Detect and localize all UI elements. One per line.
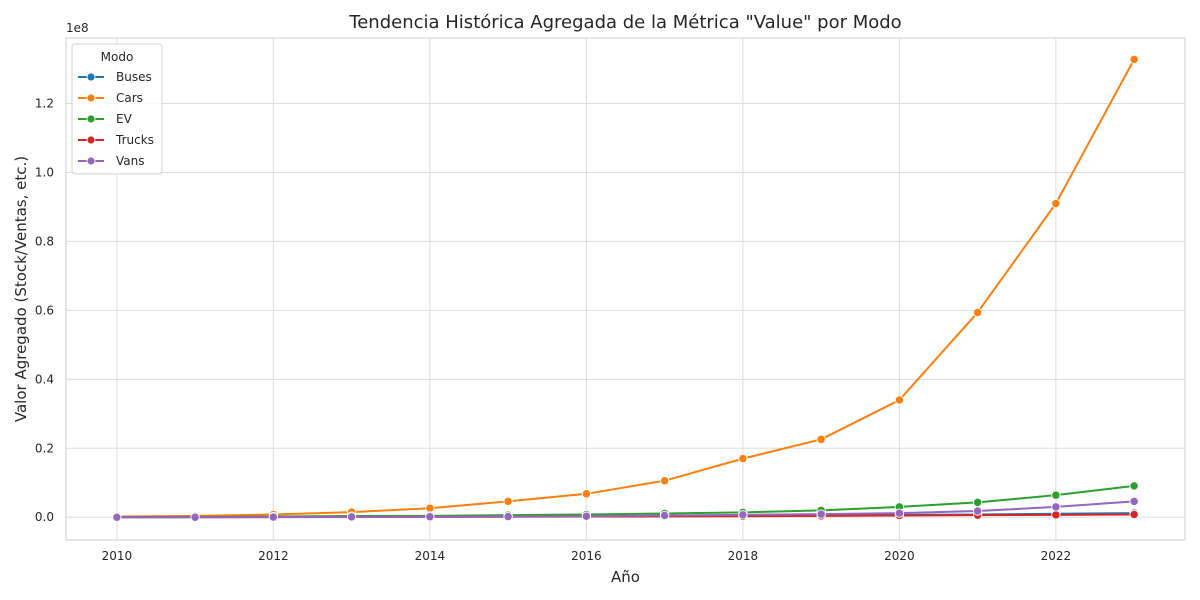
y-tick-label: 1.2 <box>35 97 54 111</box>
data-point-ev <box>1129 481 1139 491</box>
y-tick-label: 0.8 <box>35 234 54 248</box>
data-point-vans <box>1051 502 1061 512</box>
legend-item-trucks: Trucks <box>78 133 154 147</box>
y-axis-title: Valor Agregado (Stock/Ventas, etc.) <box>12 156 30 422</box>
x-tick-label: 2012 <box>258 549 289 563</box>
legend-marker <box>86 72 96 82</box>
legend-title: Modo <box>101 50 134 64</box>
data-point-cars <box>816 434 826 444</box>
data-point-vans <box>659 510 670 521</box>
legend-item-vans: Vans <box>78 154 145 168</box>
y-axis-ticks: 0.0 0.2 0.4 0.6 0.8 1.0 1.2 <box>35 97 54 525</box>
x-axis-title: Año <box>611 568 640 586</box>
data-point-cars <box>738 453 748 464</box>
series-vans <box>112 496 1139 522</box>
data-point-vans <box>190 512 200 522</box>
y-tick-label: 0.2 <box>35 441 54 455</box>
data-point-vans <box>894 508 905 518</box>
legend-marker <box>86 114 96 124</box>
data-point-trucks <box>1051 510 1061 520</box>
legend-label: Cars <box>116 91 143 105</box>
y-tick-label: 1.0 <box>35 165 54 179</box>
x-tick-label: 2018 <box>728 549 759 563</box>
data-point-vans <box>738 510 748 520</box>
x-tick-label: 2022 <box>1041 549 1072 563</box>
legend-label: Trucks <box>115 133 154 147</box>
data-point-vans <box>581 511 592 521</box>
legend-label: Vans <box>116 154 145 168</box>
data-point-trucks <box>1129 509 1139 520</box>
data-point-vans <box>503 511 513 522</box>
data-point-vans <box>112 512 122 522</box>
data-point-vans <box>816 509 826 519</box>
legend-label: Buses <box>116 70 152 84</box>
series-line-cars <box>116 58 1136 518</box>
data-point-vans <box>972 506 983 516</box>
grid-lines <box>66 38 1185 540</box>
data-point-cars <box>581 489 592 499</box>
chart-title: Tendencia Histórica Agregada de la Métri… <box>348 12 901 33</box>
legend: Modo Buses Cars EV Trucks Vans <box>71 43 163 175</box>
legend-marker <box>86 156 96 166</box>
x-tick-label: 2010 <box>102 549 133 563</box>
y-tick-label: 0.4 <box>35 372 54 386</box>
legend-item-buses: Buses <box>78 70 152 84</box>
data-point-vans <box>346 512 357 522</box>
data-point-cars <box>894 395 905 405</box>
data-point-cars <box>1129 54 1139 65</box>
series-line-vans <box>116 500 1135 519</box>
data-point-cars <box>972 307 983 318</box>
legend-marker <box>86 93 96 103</box>
data-point-vans <box>1129 496 1139 507</box>
x-tick-label: 2016 <box>571 549 602 563</box>
x-axis-ticks: 2010 2012 2014 2016 2018 2020 2022 <box>102 549 1072 563</box>
data-point-vans <box>268 512 279 522</box>
series-layer <box>112 54 1139 522</box>
data-point-cars <box>659 476 670 486</box>
y-tick-label: 0.0 <box>35 510 54 524</box>
x-tick-label: 2014 <box>415 549 446 563</box>
data-point-cars <box>1051 198 1061 209</box>
data-point-ev <box>1051 490 1061 500</box>
legend-items: Buses Cars EV Trucks Vans <box>78 70 154 168</box>
legend-item-cars: Cars <box>78 91 143 105</box>
y-axis-offset-label: 1e8 <box>66 21 89 35</box>
legend-marker <box>86 135 96 145</box>
y-tick-label: 0.6 <box>35 303 54 317</box>
plot-area-frame <box>65 37 1186 541</box>
data-point-cars <box>503 496 513 507</box>
legend-label: EV <box>116 112 133 126</box>
data-point-vans <box>425 512 435 522</box>
x-tick-label: 2020 <box>884 549 915 563</box>
data-point-ev <box>972 497 983 508</box>
legend-item-ev: EV <box>78 112 133 126</box>
